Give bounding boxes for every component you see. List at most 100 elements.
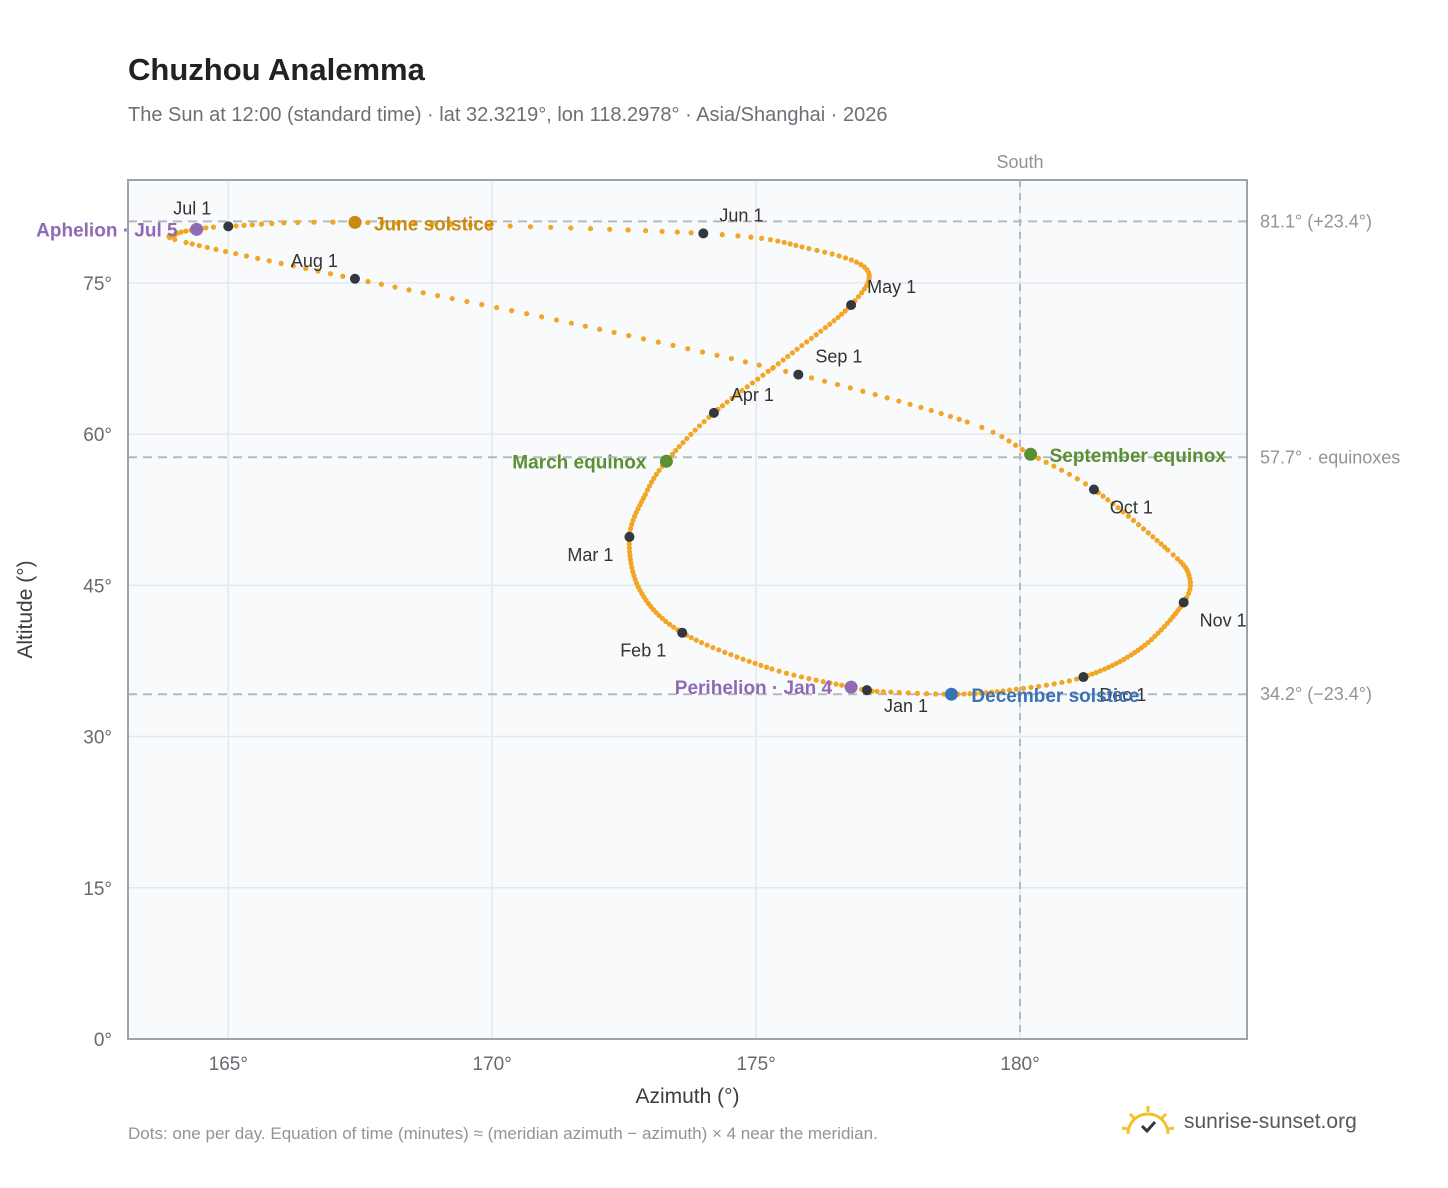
daily-sun-dot — [799, 342, 805, 349]
daily-sun-dot — [692, 427, 698, 433]
daily-sun-dot — [666, 621, 673, 627]
daily-sun-dot — [1006, 687, 1013, 693]
daily-sun-dot — [808, 335, 815, 341]
daily-sun-dot — [315, 268, 321, 274]
daily-sun-dot — [303, 265, 309, 272]
x-axis-title: Azimuth (°) — [635, 1085, 739, 1108]
daily-sun-dot — [340, 273, 346, 279]
event-marker — [659, 454, 673, 468]
daily-sun-dot — [783, 368, 789, 375]
daily-sun-dot — [464, 298, 470, 305]
month-label: May 1 — [867, 277, 916, 297]
daily-sun-dot — [1125, 513, 1131, 519]
daily-sun-dot — [1158, 541, 1164, 547]
daily-sun-dot — [829, 251, 835, 257]
month-label: Apr 1 — [731, 385, 774, 405]
daily-sun-dot — [719, 403, 726, 409]
daily-sun-dot — [1170, 552, 1176, 558]
daily-sun-dot — [822, 249, 828, 255]
daily-sun-dot — [1109, 662, 1116, 669]
daily-sun-dot — [222, 248, 229, 255]
daily-sun-dot — [1158, 627, 1164, 633]
daily-sun-dot — [806, 675, 812, 682]
daily-sun-dot — [1135, 522, 1142, 528]
daily-sun-dot — [627, 553, 633, 559]
daily-sun-dot — [735, 233, 741, 239]
daily-sun-dot — [1074, 476, 1080, 482]
daily-sun-dot — [728, 355, 734, 362]
daily-sun-dot — [831, 318, 837, 324]
daily-sun-dot — [568, 320, 574, 326]
daily-sun-dot — [914, 690, 921, 696]
daily-sun-dot — [729, 395, 735, 401]
daily-sun-dot — [734, 391, 740, 398]
daily-sun-dot — [740, 656, 746, 662]
event-marker — [1024, 447, 1038, 461]
daily-sun-dot — [1150, 534, 1156, 540]
daily-sun-dot — [189, 241, 195, 247]
month-label: Aug 1 — [291, 251, 338, 271]
daily-sun-dot — [674, 229, 680, 235]
daily-sun-dot — [568, 225, 574, 231]
month-marker — [1078, 672, 1089, 683]
daily-sun-dot — [644, 487, 651, 493]
daily-sun-dot — [896, 689, 902, 696]
daily-sun-dot — [859, 290, 865, 296]
daily-sun-dot — [765, 368, 771, 374]
month-label: Oct 1 — [1110, 498, 1153, 518]
daily-sun-dot — [1161, 624, 1167, 630]
event-label: September equinox — [1050, 446, 1227, 467]
daily-sun-dot — [685, 346, 691, 352]
daily-sun-dot — [884, 395, 890, 401]
daily-sun-dot — [524, 311, 530, 317]
event-marker — [844, 680, 858, 694]
daily-sun-dot — [791, 672, 797, 678]
daily-sun-dot — [728, 652, 734, 658]
daily-sun-dot — [783, 670, 790, 676]
daily-sun-dot — [813, 677, 819, 683]
daily-sun-dot — [722, 649, 728, 655]
daily-sun-dot — [821, 378, 828, 384]
event-label: Aphelion · Jul 5 — [36, 220, 178, 241]
daily-sun-dot — [1117, 658, 1123, 665]
daily-sun-dot — [467, 222, 473, 228]
daily-sun-dot — [758, 662, 764, 668]
altitude-reference-label: 81.1° (+23.4°) — [1260, 211, 1372, 231]
daily-sun-dot — [855, 294, 862, 300]
daily-sun-dot — [663, 618, 669, 624]
sun-horizon-icon — [1121, 1106, 1175, 1135]
brand-link[interactable]: sunrise-sunset.org — [1120, 1104, 1357, 1140]
daily-sun-dot — [804, 339, 810, 345]
month-marker — [861, 685, 872, 696]
daily-sun-dot — [988, 689, 995, 695]
daily-sun-dot — [392, 284, 398, 290]
daily-sun-dot — [269, 220, 275, 227]
daily-sun-dot — [839, 311, 845, 317]
daily-sun-dot — [669, 451, 676, 457]
daily-sun-dot — [818, 328, 824, 334]
daily-sun-dot — [693, 637, 699, 643]
daily-sun-dot — [631, 572, 637, 579]
daily-sun-dot — [587, 226, 594, 232]
daily-sun-dot — [967, 691, 973, 697]
daily-sun-dot — [972, 690, 978, 697]
daily-sun-dot — [979, 424, 985, 430]
daily-sun-dot — [429, 221, 435, 227]
brand-name[interactable]: sunrise-sunset.org — [1184, 1110, 1357, 1133]
daily-sun-dot — [1152, 633, 1158, 639]
daily-sun-dot — [1105, 664, 1112, 670]
daily-sun-dot — [1043, 459, 1049, 465]
daily-sun-dot — [1006, 438, 1012, 444]
daily-sun-dot — [756, 362, 762, 368]
daily-sun-dot — [628, 561, 634, 567]
daily-sun-dot — [379, 220, 385, 226]
daily-sun-dot — [716, 647, 722, 653]
daily-sun-dot — [964, 419, 970, 425]
event-marker — [348, 215, 362, 229]
daily-sun-dot — [435, 293, 441, 299]
daily-sun-dot — [1100, 493, 1106, 499]
daily-sun-dot — [627, 557, 634, 563]
daily-sun-dot — [938, 410, 944, 417]
daily-sun-dot — [365, 219, 371, 226]
daily-sun-dot — [780, 357, 786, 363]
